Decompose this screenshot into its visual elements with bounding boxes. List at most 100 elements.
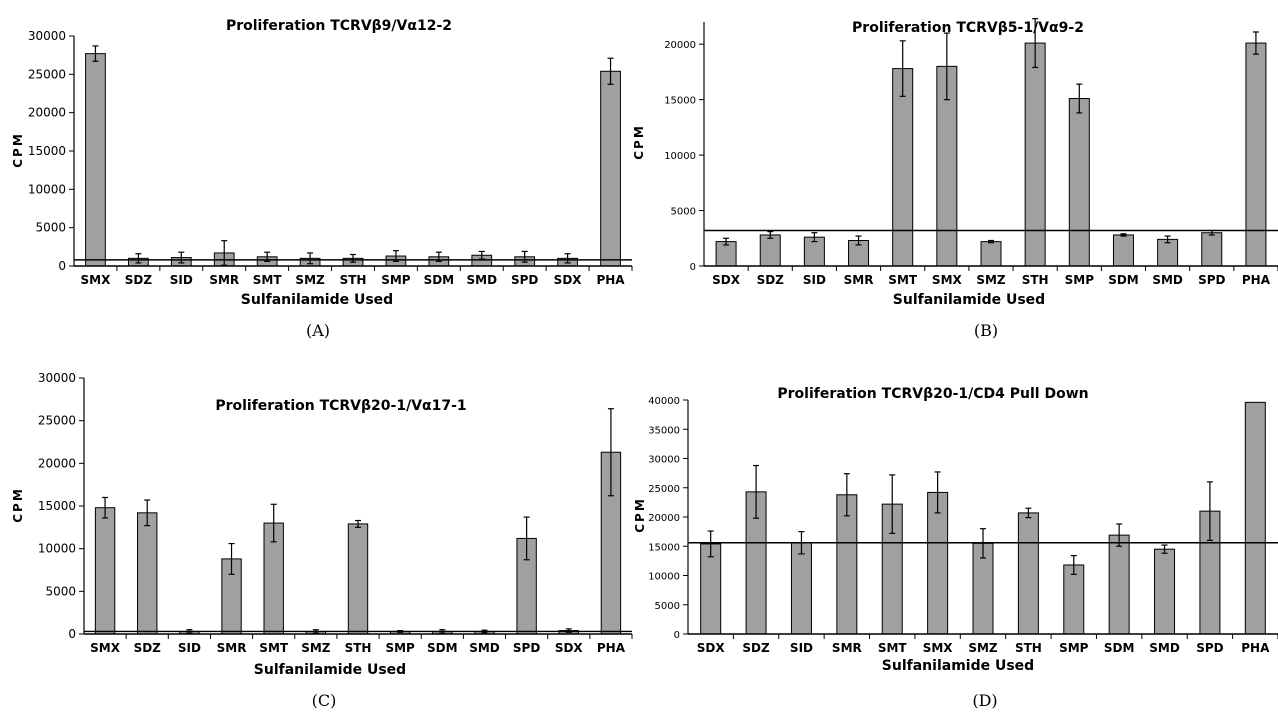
x-tick-label: SPD [1198, 273, 1225, 287]
x-axis-label: Sulfanilamide Used [241, 292, 393, 308]
x-tick-label: STH [340, 273, 367, 287]
y-tick-label: 25000 [648, 484, 680, 495]
y-tick-label: 20000 [38, 456, 76, 470]
bar-sdm [1108, 534, 1130, 635]
x-tick-label: SID [790, 641, 813, 655]
x-tick-label: SMR [844, 273, 874, 287]
bar-sdz [759, 234, 781, 267]
y-tick-label: 0 [690, 262, 696, 273]
x-tick-label: SMT [878, 641, 908, 655]
panel-caption: (A) [306, 321, 330, 340]
y-tick-label: 15000 [648, 542, 680, 553]
x-tick-label: SDM [427, 641, 458, 655]
x-tick-label: SMZ [295, 273, 325, 287]
y-tick-label: 0 [68, 627, 76, 641]
y-tick-label: 15000 [28, 144, 66, 158]
y-axis-label: CPM [11, 487, 25, 523]
x-tick-label: SMD [1149, 641, 1180, 655]
x-tick-label: SMP [1065, 273, 1095, 287]
x-tick-label: SMD [466, 273, 497, 287]
y-axis-label: CPM [633, 497, 647, 533]
y-tick-label: 5000 [35, 221, 66, 235]
bar-sdm [1112, 234, 1134, 267]
bar-sid [790, 542, 812, 635]
bar-smd [1154, 548, 1176, 635]
x-tick-label: SDZ [757, 273, 785, 287]
x-tick-label: SMP [385, 641, 415, 655]
x-tick-label: SMT [253, 273, 283, 287]
x-axis-label: Sulfanilamide Used [882, 658, 1034, 674]
chart-title: Proliferation TCRVβ5-1/Vα9-2 [852, 20, 1084, 36]
y-tick-label: 30000 [648, 455, 680, 466]
x-tick-label: PHA [597, 641, 626, 655]
y-tick-label: 30000 [28, 29, 66, 43]
x-tick-label: SMZ [976, 273, 1006, 287]
bar-smp [1063, 564, 1085, 635]
x-tick-label: SMD [1152, 273, 1183, 287]
x-tick-label: SMX [923, 641, 954, 655]
y-tick-label: 10000 [38, 542, 76, 556]
bar-smx [927, 491, 949, 635]
y-tick-label: 5000 [671, 207, 696, 218]
chart-title: Proliferation TCRVβ9/Vα12-2 [226, 18, 452, 34]
panel-caption: (D) [972, 691, 997, 710]
x-tick-label: SMZ [968, 641, 998, 655]
y-tick-label: 20000 [648, 513, 680, 524]
x-tick-label: SMR [217, 641, 247, 655]
bar-smd [1157, 238, 1179, 267]
x-tick-label: SDX [554, 273, 583, 287]
bar-spd [1201, 232, 1223, 267]
x-tick-label: PHA [1241, 641, 1270, 655]
x-tick-label: SDM [424, 273, 455, 287]
x-tick-label: SID [178, 641, 201, 655]
bar-sdx [700, 543, 722, 635]
chart-title: Proliferation TCRVβ20-1/CD4 Pull Down [777, 386, 1088, 402]
bar-sth [347, 523, 369, 635]
bar-smz [980, 241, 1002, 267]
panel-caption: (B) [974, 321, 998, 340]
bar-smx [94, 507, 116, 635]
x-tick-label: STH [1015, 641, 1042, 655]
panel-A: Proliferation TCRVβ9/Vα12-2 CPM Sulfanilam… [11, 18, 633, 340]
x-tick-label: SMP [381, 273, 411, 287]
panel-B: Proliferation TCRVβ5-1/Vα9-2 CPM Sulfanila… [632, 18, 1278, 340]
x-tick-label: SDX [555, 641, 584, 655]
y-tick-label: 40000 [648, 396, 680, 407]
y-tick-label: 35000 [648, 425, 680, 436]
bar-smp [1068, 98, 1090, 267]
y-tick-label: 10000 [28, 182, 66, 196]
y-tick-label: 15000 [664, 96, 696, 107]
x-tick-label: SDM [1104, 641, 1135, 655]
x-tick-label: SMT [888, 273, 918, 287]
x-tick-label: PHA [1242, 273, 1271, 287]
y-tick-label: 30000 [38, 371, 76, 385]
y-axis-label: CPM [632, 124, 646, 160]
x-tick-label: SMZ [301, 641, 331, 655]
bar-sth [1017, 512, 1039, 635]
x-tick-label: SDM [1108, 273, 1139, 287]
panel-caption: (C) [312, 691, 337, 710]
bar-sdz [137, 512, 158, 635]
panel-C: Proliferation TCRVβ20-1/Vα17-1 CPM Sulfani… [11, 371, 633, 710]
x-tick-label: PHA [596, 273, 625, 287]
y-tick-label: 5000 [655, 601, 680, 612]
bar-pha [1244, 401, 1266, 635]
bar-pha [1245, 42, 1267, 267]
x-tick-label: SDZ [134, 641, 162, 655]
x-axis-label: Sulfanilamide Used [254, 662, 406, 678]
bar-sth [1024, 42, 1046, 267]
x-tick-label: SMX [932, 273, 963, 287]
y-tick-label: 10000 [648, 572, 680, 583]
x-tick-label: SMP [1059, 641, 1089, 655]
chart-title: Proliferation TCRVβ20-1/Vα17-1 [215, 398, 466, 414]
x-tick-label: STH [1022, 273, 1049, 287]
x-tick-label: STH [345, 641, 372, 655]
panel-D: Proliferation TCRVβ20-1/CD4 Pull Down CPM… [633, 386, 1278, 710]
x-tick-label: SID [803, 273, 826, 287]
x-axis-label: Sulfanilamide Used [893, 292, 1045, 308]
x-tick-label: SMX [81, 273, 112, 287]
y-tick-label: 20000 [28, 106, 66, 120]
y-tick-label: 10000 [664, 151, 696, 162]
bar-smx [85, 53, 106, 267]
